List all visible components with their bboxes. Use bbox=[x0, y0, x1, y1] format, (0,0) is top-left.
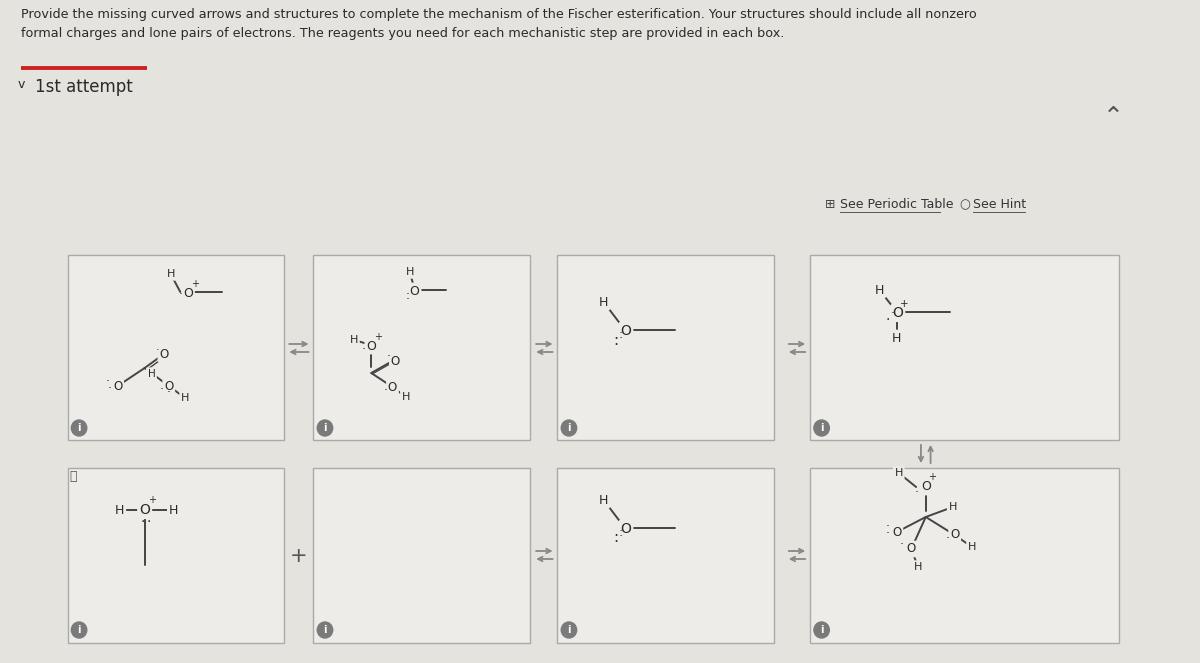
Text: O: O bbox=[893, 526, 901, 538]
Circle shape bbox=[562, 622, 577, 638]
Bar bbox=[810, 255, 1118, 440]
Text: H: H bbox=[892, 332, 901, 345]
Text: ·: · bbox=[886, 528, 889, 540]
Text: v: v bbox=[17, 78, 25, 91]
Bar bbox=[557, 468, 774, 643]
Text: O: O bbox=[160, 347, 168, 361]
Text: i: i bbox=[77, 423, 80, 433]
Text: O: O bbox=[139, 503, 150, 517]
Text: O: O bbox=[920, 481, 931, 493]
Bar bbox=[67, 468, 284, 643]
Text: See Periodic Table: See Periodic Table bbox=[840, 198, 954, 211]
Text: ·: · bbox=[108, 383, 112, 396]
Text: H: H bbox=[968, 542, 977, 552]
Text: i: i bbox=[568, 625, 571, 635]
Text: ·: · bbox=[900, 538, 904, 552]
Bar bbox=[557, 255, 774, 440]
Bar bbox=[67, 255, 284, 440]
Circle shape bbox=[562, 420, 577, 436]
Text: :: : bbox=[613, 530, 619, 546]
Circle shape bbox=[814, 622, 829, 638]
Text: H: H bbox=[402, 392, 410, 402]
Text: O: O bbox=[409, 284, 420, 298]
Text: O: O bbox=[184, 286, 193, 300]
Bar bbox=[313, 255, 530, 440]
Text: ·: · bbox=[179, 288, 182, 302]
Text: H: H bbox=[148, 369, 155, 379]
Text: ⊞: ⊞ bbox=[824, 198, 835, 211]
Text: See Hint: See Hint bbox=[973, 198, 1026, 211]
Text: :: : bbox=[613, 333, 619, 347]
Text: +: + bbox=[191, 279, 199, 289]
Bar bbox=[810, 468, 1118, 643]
Text: i: i bbox=[568, 423, 571, 433]
Text: ·: · bbox=[916, 487, 919, 499]
Circle shape bbox=[814, 420, 829, 436]
Text: H: H bbox=[894, 468, 902, 478]
Text: +: + bbox=[929, 472, 936, 482]
Text: i: i bbox=[323, 423, 326, 433]
Text: H: H bbox=[167, 269, 175, 279]
Text: H: H bbox=[349, 335, 358, 345]
Text: H: H bbox=[599, 493, 608, 507]
Text: ·: · bbox=[384, 385, 388, 398]
Text: :: : bbox=[619, 328, 623, 341]
Text: H: H bbox=[948, 502, 956, 512]
Text: H: H bbox=[169, 503, 179, 516]
Text: ·: · bbox=[890, 308, 895, 320]
Text: O: O bbox=[893, 306, 904, 320]
Text: H: H bbox=[115, 503, 125, 516]
Circle shape bbox=[71, 622, 86, 638]
Bar bbox=[313, 468, 530, 643]
Text: H: H bbox=[181, 393, 190, 403]
Text: ·: · bbox=[106, 375, 110, 389]
Text: ·: · bbox=[406, 294, 410, 306]
Text: O: O bbox=[366, 339, 377, 353]
Text: ·: · bbox=[140, 515, 145, 529]
Text: ○: ○ bbox=[960, 198, 971, 211]
Text: ·: · bbox=[167, 387, 170, 400]
Text: O: O bbox=[907, 542, 916, 556]
Text: O: O bbox=[620, 522, 631, 536]
Text: ·: · bbox=[160, 383, 164, 396]
Text: ·: · bbox=[361, 343, 366, 357]
Text: +: + bbox=[900, 299, 908, 309]
Text: +: + bbox=[374, 332, 382, 342]
Text: i: i bbox=[323, 625, 326, 635]
Text: ·: · bbox=[886, 313, 890, 327]
Text: ·: · bbox=[155, 345, 158, 355]
Text: i: i bbox=[77, 625, 80, 635]
Text: O: O bbox=[950, 528, 959, 542]
Text: i: i bbox=[820, 625, 823, 635]
Text: ⌃: ⌃ bbox=[1103, 105, 1124, 129]
Text: H: H bbox=[599, 296, 608, 308]
Circle shape bbox=[71, 420, 86, 436]
Text: O: O bbox=[620, 324, 631, 338]
Text: O: O bbox=[391, 355, 400, 367]
Text: +: + bbox=[149, 495, 156, 505]
Text: ·: · bbox=[946, 532, 950, 546]
Text: 1st attempt: 1st attempt bbox=[35, 78, 132, 96]
Text: H: H bbox=[406, 267, 414, 277]
Circle shape bbox=[317, 420, 332, 436]
Circle shape bbox=[317, 622, 332, 638]
Text: O: O bbox=[164, 379, 173, 392]
Text: O: O bbox=[113, 379, 122, 392]
Text: Provide the missing curved arrows and structures to complete the mechanism of th: Provide the missing curved arrows and st… bbox=[22, 8, 977, 21]
Text: +: + bbox=[290, 546, 307, 566]
Text: ·: · bbox=[886, 520, 889, 534]
Text: :: : bbox=[619, 526, 623, 538]
Text: ·: · bbox=[406, 288, 410, 302]
Text: O: O bbox=[388, 381, 397, 394]
Text: 🔒: 🔒 bbox=[70, 470, 77, 483]
Text: ·: · bbox=[386, 351, 391, 363]
Text: H: H bbox=[875, 284, 884, 296]
Text: ·: · bbox=[146, 515, 151, 529]
Text: formal charges and lone pairs of electrons. The reagents you need for each mecha: formal charges and lone pairs of electro… bbox=[22, 27, 785, 40]
Text: H: H bbox=[914, 562, 923, 572]
Text: i: i bbox=[820, 423, 823, 433]
